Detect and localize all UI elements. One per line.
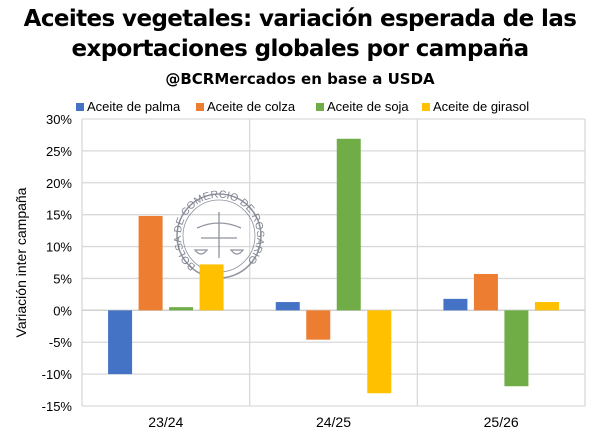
bar-aceite-de-palma-23-24 — [108, 310, 133, 375]
legend-swatch — [196, 103, 204, 111]
legend-swatch — [316, 103, 324, 111]
chart-title-line1: Aceites vegetales: variación esperada de… — [23, 6, 577, 32]
y-tick-label: 15% — [46, 208, 72, 223]
bar-aceite-de-soja-25-26 — [504, 310, 529, 387]
bar-aceite-de-girasol-25-26 — [534, 302, 559, 311]
bar-aceite-de-palma-25-26 — [443, 298, 468, 311]
legend-label: Aceite de colza — [207, 99, 296, 114]
y-tick-label: 30% — [46, 112, 72, 127]
legend-label: Aceite de soja — [327, 99, 409, 114]
y-tick-label: 25% — [46, 144, 72, 159]
y-tick-label: 10% — [46, 240, 72, 255]
y-tick-label: 0% — [53, 303, 72, 318]
bar-aceite-de-soja-24-25 — [336, 138, 361, 311]
y-tick-label: 20% — [46, 176, 72, 191]
x-tick-label: 24/25 — [316, 414, 351, 430]
x-tick-label: 23/24 — [148, 414, 183, 430]
chart-title-line2: exportaciones globales por campaña — [71, 36, 529, 62]
y-tick-label: 5% — [53, 271, 72, 286]
bar-aceite-de-girasol-24-25 — [367, 310, 392, 394]
y-tick-label: -5% — [49, 335, 73, 350]
legend-label: Aceite de girasol — [433, 99, 529, 114]
bar-aceite-de-colza-24-25 — [306, 310, 331, 340]
bar-aceite-de-palma-24-25 — [275, 302, 300, 311]
y-tick-label: -10% — [42, 367, 73, 382]
bar-aceite-de-girasol-23-24 — [199, 264, 224, 311]
legend-label: Aceite de palma — [87, 99, 181, 114]
legend-swatch — [422, 103, 430, 111]
x-tick-label: 25/26 — [484, 414, 519, 430]
legend-swatch — [76, 103, 84, 111]
y-tick-label: -15% — [42, 399, 73, 414]
y-axis-label: Variación inter campaña — [13, 187, 29, 337]
chart-subtitle: @BCRMercados en base a USDA — [165, 70, 435, 88]
bar-aceite-de-soja-23-24 — [169, 307, 194, 311]
bar-aceite-de-colza-25-26 — [473, 273, 498, 311]
bar-aceite-de-colza-23-24 — [138, 215, 163, 311]
